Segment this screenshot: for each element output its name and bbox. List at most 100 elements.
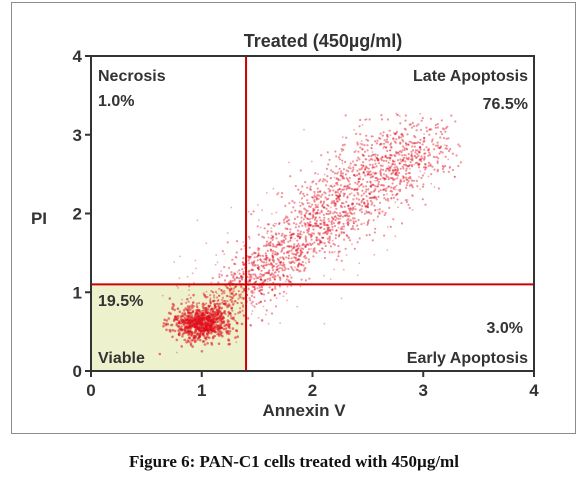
event-dot	[269, 240, 272, 244]
event-dot	[258, 301, 261, 304]
event-dot	[391, 182, 394, 185]
event-dot	[298, 211, 301, 214]
event-dot	[212, 320, 215, 323]
event-dot	[337, 226, 340, 229]
event-dot	[295, 249, 298, 252]
event-dot	[298, 263, 301, 266]
event-dot	[415, 124, 418, 127]
event-dot	[233, 286, 237, 289]
event-dot	[238, 272, 241, 275]
event-dot	[221, 312, 224, 315]
event-dot	[313, 241, 316, 244]
event-dot	[417, 154, 420, 157]
event-dot	[317, 232, 320, 235]
event-dot	[384, 198, 388, 201]
event-dot	[222, 317, 225, 320]
event-dot	[365, 210, 368, 213]
event-dot	[309, 205, 312, 208]
event-dot	[221, 314, 224, 318]
event-dot	[241, 296, 244, 299]
y-tick-label: 2	[73, 205, 82, 224]
event-dot	[371, 151, 374, 153]
event-dot	[397, 135, 401, 138]
event-dot	[317, 197, 320, 200]
event-dot	[233, 300, 236, 303]
event-dot	[327, 187, 330, 190]
event-dot	[267, 291, 270, 294]
event-dot	[295, 259, 298, 262]
event-dot	[288, 250, 291, 253]
event-dot	[401, 133, 404, 136]
event-dot	[325, 207, 328, 210]
event-dot	[231, 300, 234, 302]
event-dot	[361, 189, 364, 192]
event-dot	[190, 334, 194, 337]
event-dot	[275, 266, 278, 269]
event-dot	[328, 251, 331, 254]
event-dot	[271, 255, 274, 258]
event-dot	[292, 245, 295, 248]
event-dot	[257, 204, 259, 206]
event-dot	[315, 196, 318, 199]
event-dot	[330, 176, 333, 179]
event-dot	[284, 280, 287, 283]
event-dot	[242, 263, 245, 266]
event-dot	[268, 286, 271, 289]
event-dot	[181, 334, 184, 338]
event-dot	[289, 237, 292, 240]
event-dot	[441, 167, 444, 171]
event-dot	[274, 275, 277, 278]
event-dot	[196, 315, 199, 319]
event-dot	[343, 185, 347, 188]
event-dot	[362, 172, 365, 175]
event-dot	[352, 161, 354, 163]
event-dot	[296, 258, 300, 261]
event-dot	[220, 270, 223, 272]
event-dot	[210, 324, 213, 327]
event-dot	[373, 253, 376, 256]
event-dot	[315, 205, 318, 208]
event-dot	[369, 180, 372, 183]
event-dot	[342, 148, 345, 151]
event-dot	[358, 203, 361, 206]
event-dot	[337, 196, 340, 199]
event-dot	[218, 305, 221, 308]
event-dot	[306, 251, 309, 254]
event-dot	[297, 243, 300, 246]
event-dot	[315, 224, 318, 227]
event-dot	[347, 236, 351, 239]
event-dot	[342, 231, 345, 234]
event-dot	[272, 256, 275, 260]
event-dot	[248, 273, 251, 276]
event-dot	[287, 279, 290, 282]
event-dot	[314, 216, 317, 219]
event-dot	[376, 208, 379, 211]
event-dot	[256, 267, 260, 270]
event-dot	[357, 228, 360, 231]
event-dot	[306, 202, 309, 205]
event-dot	[199, 332, 203, 335]
event-dot	[309, 187, 312, 190]
event-dot	[381, 164, 384, 167]
event-dot	[410, 154, 413, 157]
event-dot	[311, 196, 314, 199]
event-dot	[328, 194, 331, 197]
event-dot	[288, 218, 291, 221]
event-dot	[365, 134, 368, 137]
event-dot	[413, 134, 416, 138]
event-dot	[205, 323, 208, 326]
event-dot	[401, 175, 404, 178]
event-dot	[231, 292, 234, 295]
event-dot	[286, 228, 289, 231]
event-dot	[416, 185, 419, 188]
event-dot	[251, 292, 254, 295]
event-dot	[369, 176, 372, 179]
event-dot	[301, 251, 304, 254]
event-dot	[241, 309, 244, 312]
event-dot	[450, 114, 453, 117]
event-dot	[429, 117, 432, 120]
event-dot	[337, 214, 340, 217]
event-dot	[323, 200, 326, 203]
event-dot	[388, 169, 391, 172]
event-dot	[396, 168, 400, 171]
